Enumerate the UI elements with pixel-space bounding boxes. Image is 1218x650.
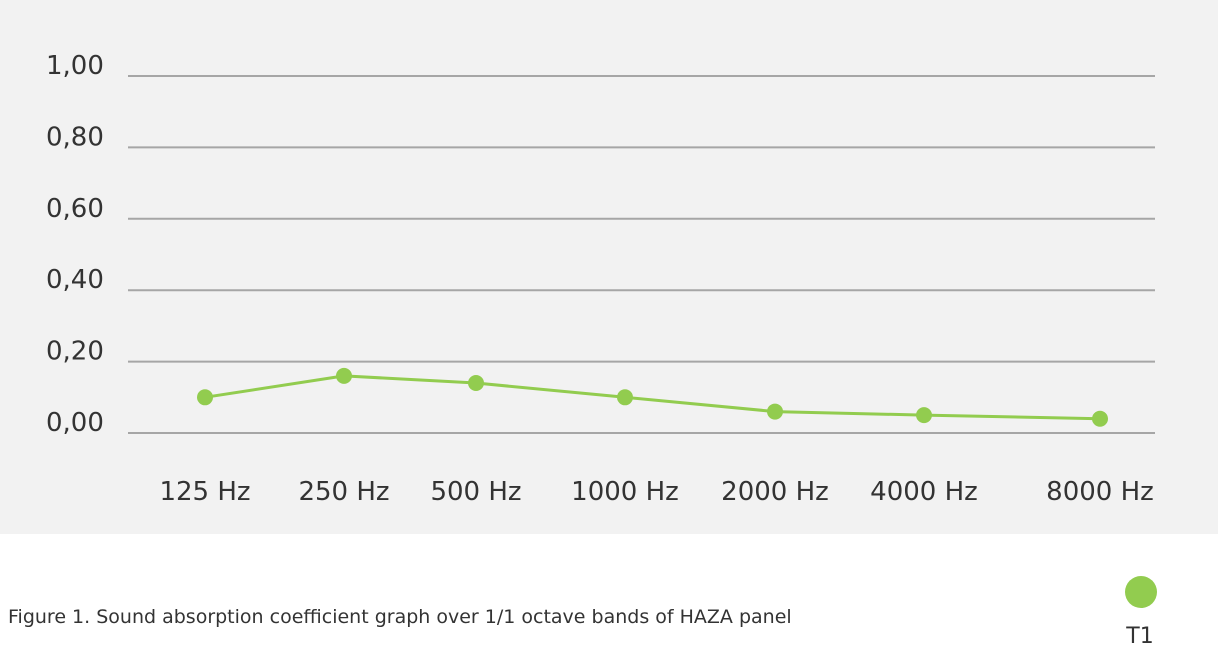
x-axis-tick-labels: 125 Hz 250 Hz 500 Hz 1000 Hz 2000 Hz 4000 Hz 8… bbox=[159, 477, 1153, 507]
legend-swatch-T1 bbox=[1125, 576, 1157, 608]
legend-label-T1: T1 bbox=[1126, 624, 1154, 649]
x-tick-label: 125 Hz bbox=[159, 477, 250, 507]
chart-panel: 0,00 0,20 0,40 0,60 0,80 1,00 125 Hz 250 Hz 500… bbox=[0, 0, 1218, 534]
y-tick-label: 0,60 bbox=[46, 194, 104, 224]
data-point bbox=[767, 403, 783, 420]
figure-caption: Figure 1. Sound absorption coefficient g… bbox=[8, 606, 792, 628]
y-tick-label: 1,00 bbox=[46, 51, 104, 81]
data-point bbox=[468, 375, 484, 392]
x-tick-label: 8000 Hz bbox=[1046, 477, 1154, 507]
x-tick-label: 500 Hz bbox=[430, 477, 521, 507]
x-tick-label: 2000 Hz bbox=[721, 477, 829, 507]
x-tick-label: 250 Hz bbox=[298, 477, 389, 507]
x-tick-label: 4000 Hz bbox=[870, 477, 978, 507]
data-point bbox=[916, 407, 932, 424]
data-point bbox=[197, 389, 213, 406]
line-chart: 0,00 0,20 0,40 0,60 0,80 1,00 125 Hz 250 Hz 500… bbox=[46, 51, 1155, 507]
legend: T1 bbox=[1110, 576, 1170, 650]
x-tick-label: 1000 Hz bbox=[571, 477, 679, 507]
data-point bbox=[336, 367, 352, 384]
y-tick-label: 0,20 bbox=[46, 337, 104, 367]
grid-lines bbox=[128, 75, 1155, 434]
y-tick-label: 0,00 bbox=[46, 408, 104, 438]
series-T1 bbox=[197, 367, 1108, 427]
data-point bbox=[617, 389, 633, 406]
y-axis-tick-labels: 0,00 0,20 0,40 0,60 0,80 1,00 bbox=[46, 51, 104, 438]
y-tick-label: 0,40 bbox=[46, 265, 104, 295]
data-point bbox=[1092, 410, 1108, 427]
y-tick-label: 0,80 bbox=[46, 122, 104, 152]
